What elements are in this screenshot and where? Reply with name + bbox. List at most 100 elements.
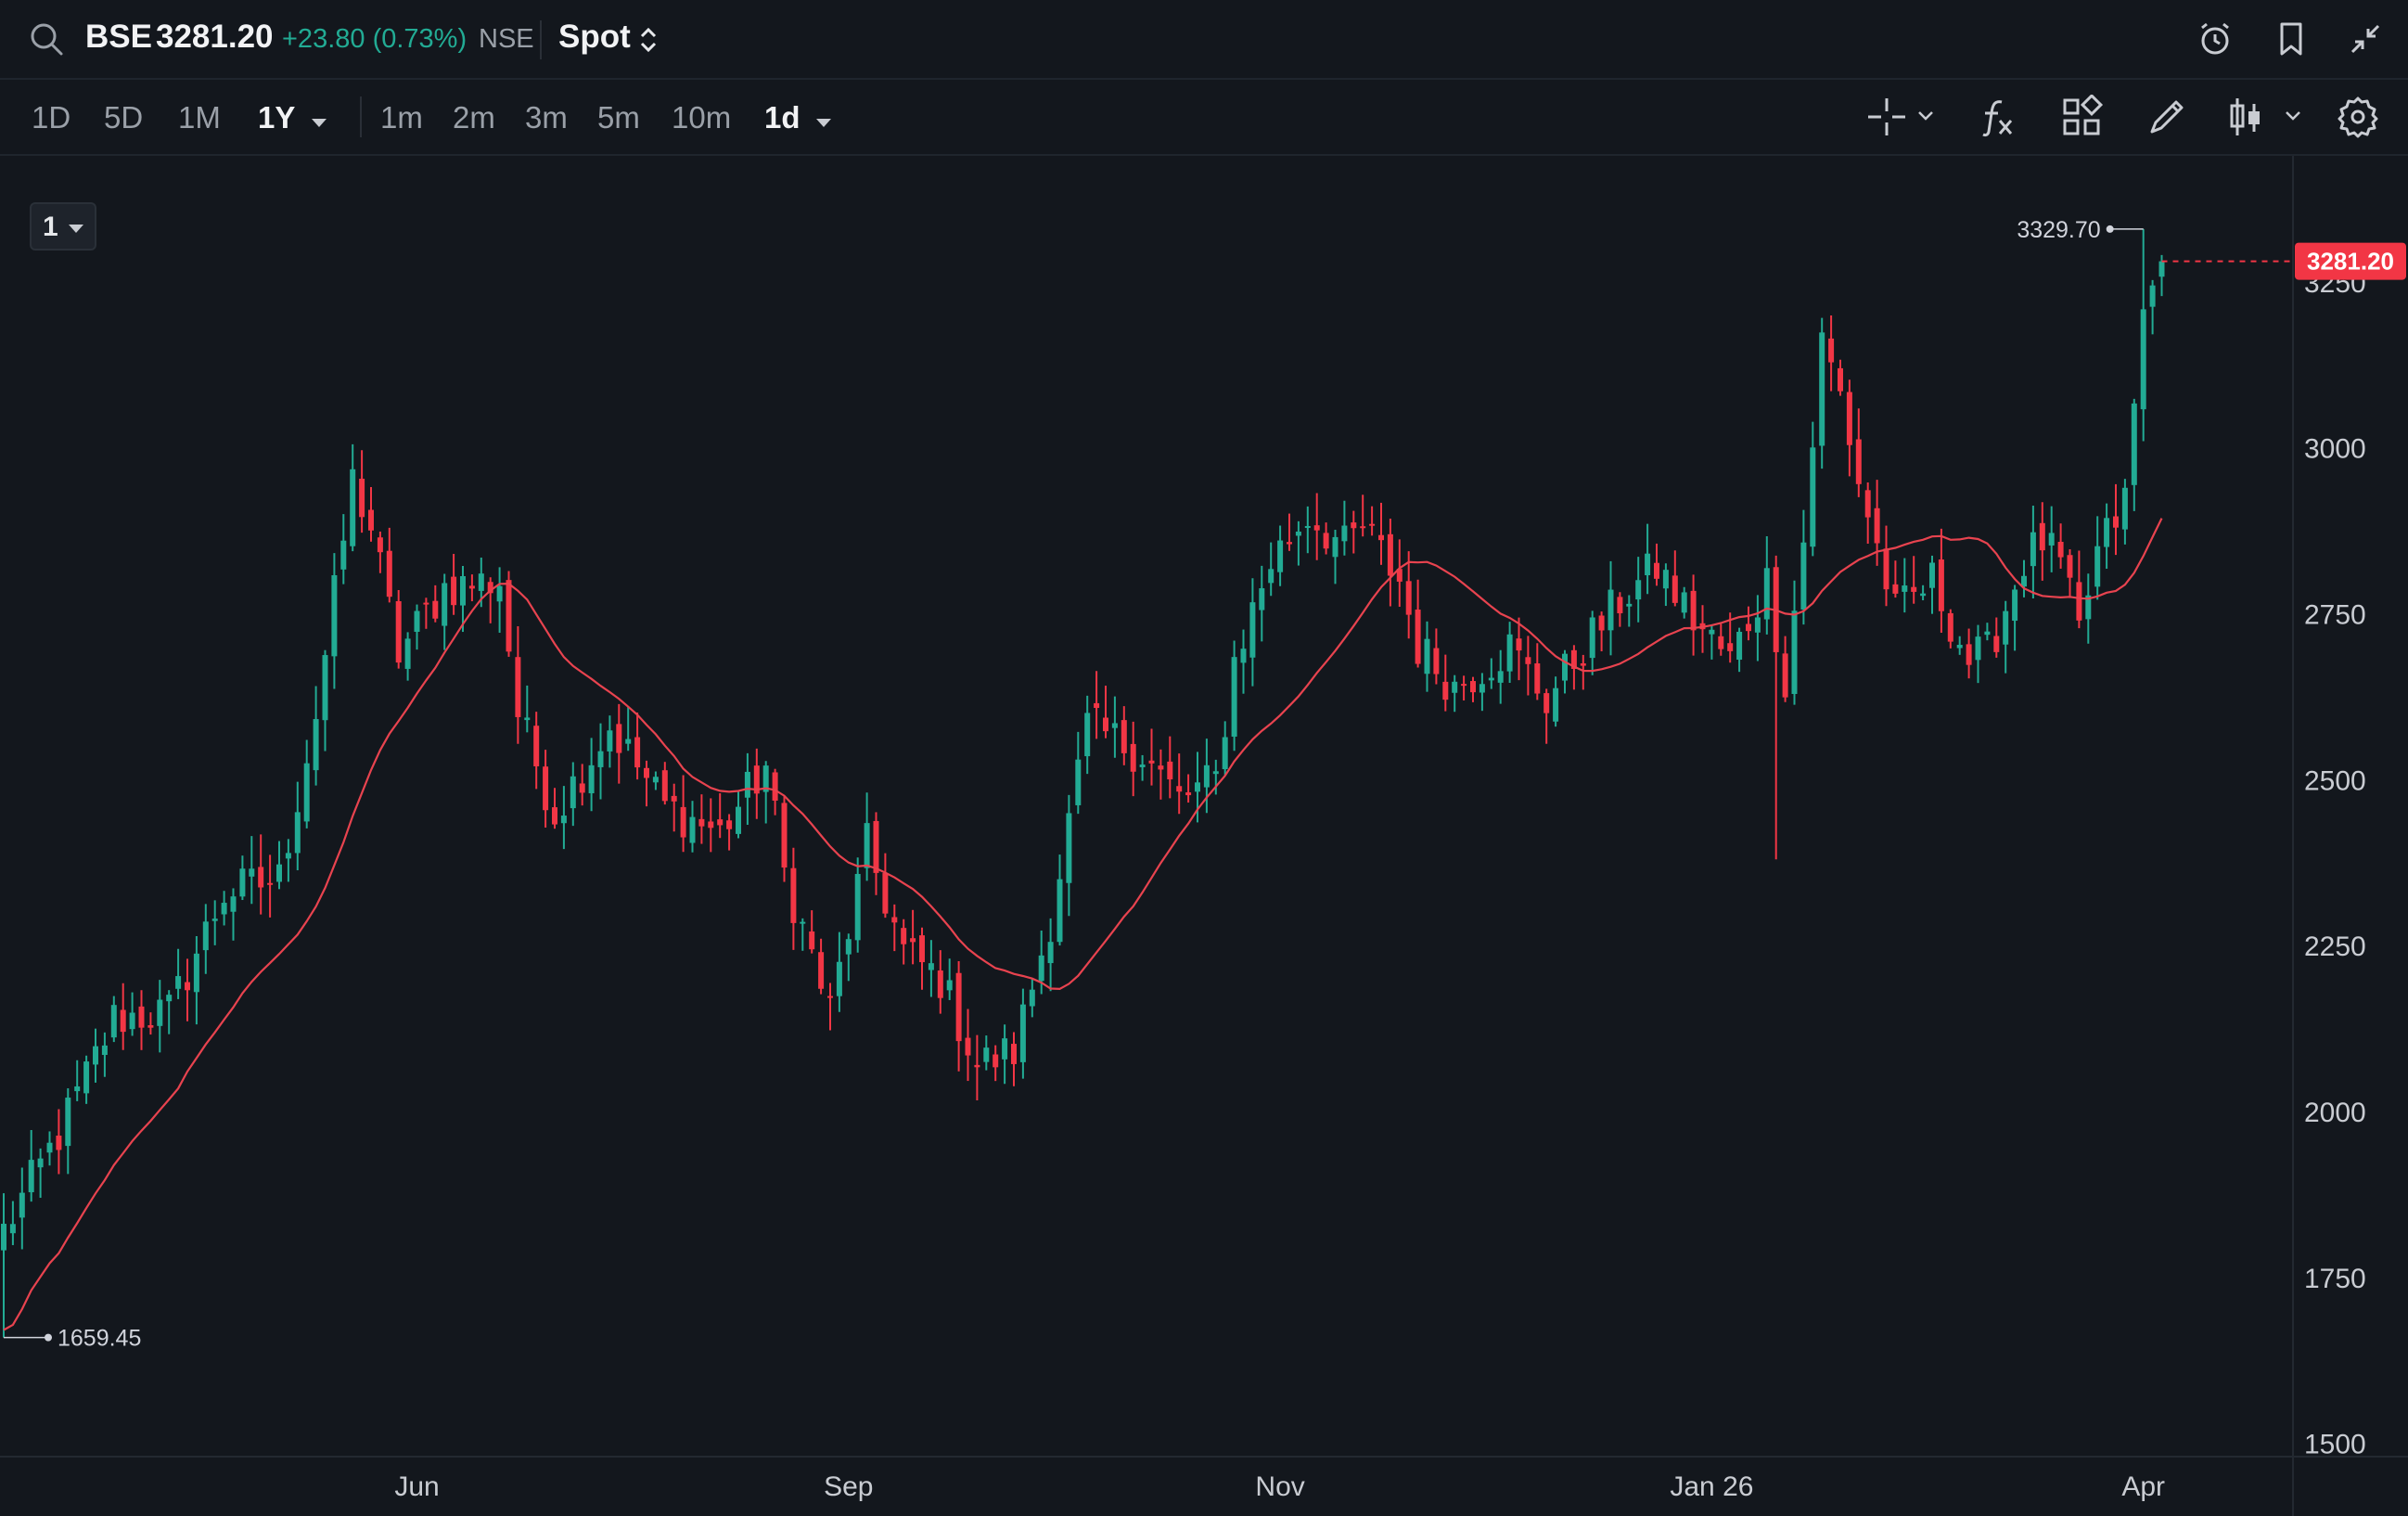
candle [1589, 610, 1595, 675]
interval-5m[interactable]: 5m [597, 100, 640, 135]
candle-body [2067, 555, 2073, 578]
updown-chevron-icon[interactable] [638, 24, 659, 56]
high-annotation-dot [2106, 225, 2114, 233]
candle [1461, 675, 1467, 700]
candle [634, 713, 641, 780]
market-type-selector[interactable]: Spot [558, 19, 631, 55]
candle-body [827, 996, 833, 998]
candle [1672, 550, 1678, 607]
candle-body [1488, 677, 1494, 681]
chart-type-icon[interactable] [2224, 95, 2269, 139]
candle-body [800, 921, 806, 924]
candle [1763, 536, 1770, 635]
search-icon[interactable] [28, 20, 65, 58]
candle-body [1461, 684, 1467, 687]
candle [1543, 688, 1550, 744]
range-1m[interactable]: 1M [178, 100, 221, 135]
layout-selector[interactable]: 1 [30, 202, 96, 251]
range-1d[interactable]: 1D [32, 100, 71, 135]
candle [882, 853, 889, 919]
range-5d[interactable]: 5D [104, 100, 144, 135]
candle-body [744, 771, 750, 798]
candle-body [1864, 490, 1871, 518]
candle [1139, 754, 1146, 781]
candle-body [1727, 643, 1734, 651]
candle [506, 571, 512, 657]
collapse-icon[interactable] [2345, 19, 2386, 59]
candle-body [818, 952, 825, 989]
bookmark-icon[interactable] [2271, 19, 2312, 59]
candle [185, 958, 190, 1021]
candle-body [175, 976, 182, 989]
candle [1580, 654, 1586, 690]
candle-body [1709, 629, 1715, 635]
interval-1m[interactable]: 1m [380, 100, 423, 135]
candle [1167, 736, 1173, 799]
crosshair-icon[interactable] [1864, 95, 1909, 139]
candle-body [506, 580, 512, 652]
candle [1819, 317, 1825, 469]
chevron-down-icon[interactable] [1916, 109, 1935, 122]
alarm-icon[interactable] [2195, 19, 2235, 59]
candle [2094, 516, 2101, 600]
candle-body [1846, 392, 1852, 445]
candle [331, 553, 338, 689]
candle [2140, 228, 2146, 442]
indicators-icon[interactable] [1974, 95, 2018, 139]
plot-area: 3329.70 1659.45 [0, 156, 2408, 1516]
interval-10m[interactable]: 10m [672, 100, 732, 135]
candle [2012, 585, 2018, 651]
symbol-name[interactable]: BSE [85, 19, 152, 55]
price-tick-label: 2750 [2304, 600, 2366, 631]
candle-body [661, 770, 668, 802]
candle-body [478, 573, 484, 591]
candle-body [185, 982, 190, 991]
candle-body [533, 726, 540, 766]
interval-3m[interactable]: 3m [525, 100, 568, 135]
candle-body [937, 970, 943, 998]
candle-body [790, 867, 797, 923]
candle [1947, 609, 1953, 649]
drawing-icon[interactable] [2145, 95, 2189, 139]
candle [955, 961, 962, 1072]
candle [202, 904, 209, 974]
candle [671, 783, 677, 832]
candle-body [359, 478, 365, 518]
range-caret-icon[interactable] [312, 119, 327, 127]
chevron-down-icon[interactable] [2284, 109, 2302, 122]
candle-body [1635, 580, 1642, 600]
candle-body [258, 867, 264, 888]
interval-1d[interactable]: 1d [764, 100, 801, 135]
candle [56, 1109, 62, 1175]
candle-body [303, 763, 310, 822]
templates-icon[interactable] [2059, 95, 2104, 139]
last-price-tag-label: 3281.20 [2307, 248, 2394, 276]
interval-2m[interactable]: 2m [453, 100, 495, 135]
candle [1534, 643, 1541, 700]
candle [1304, 506, 1311, 554]
candle-body [1029, 989, 1035, 1007]
candle-body [1433, 648, 1440, 674]
candle [854, 857, 861, 953]
time-axis[interactable]: Jun Sep Nov Jan 26 Apr [394, 1471, 2165, 1502]
candle-body [46, 1142, 53, 1153]
interval-caret-icon[interactable] [816, 119, 831, 127]
candle [157, 980, 163, 1053]
range-1y[interactable]: 1Y [258, 100, 296, 135]
candle [1754, 595, 1761, 662]
candle [1864, 482, 1871, 545]
candle-body [1295, 531, 1301, 536]
candle-body [331, 574, 338, 657]
candle-body [230, 896, 237, 912]
candle [827, 983, 833, 1031]
candle [790, 847, 797, 950]
settings-icon[interactable] [2336, 95, 2380, 139]
price-tick-label: 2000 [2304, 1098, 2366, 1128]
candle-body [1938, 559, 1944, 611]
candle-body [1240, 649, 1247, 663]
candle [1782, 636, 1788, 702]
candle [1387, 518, 1393, 607]
candle [2067, 549, 2073, 598]
